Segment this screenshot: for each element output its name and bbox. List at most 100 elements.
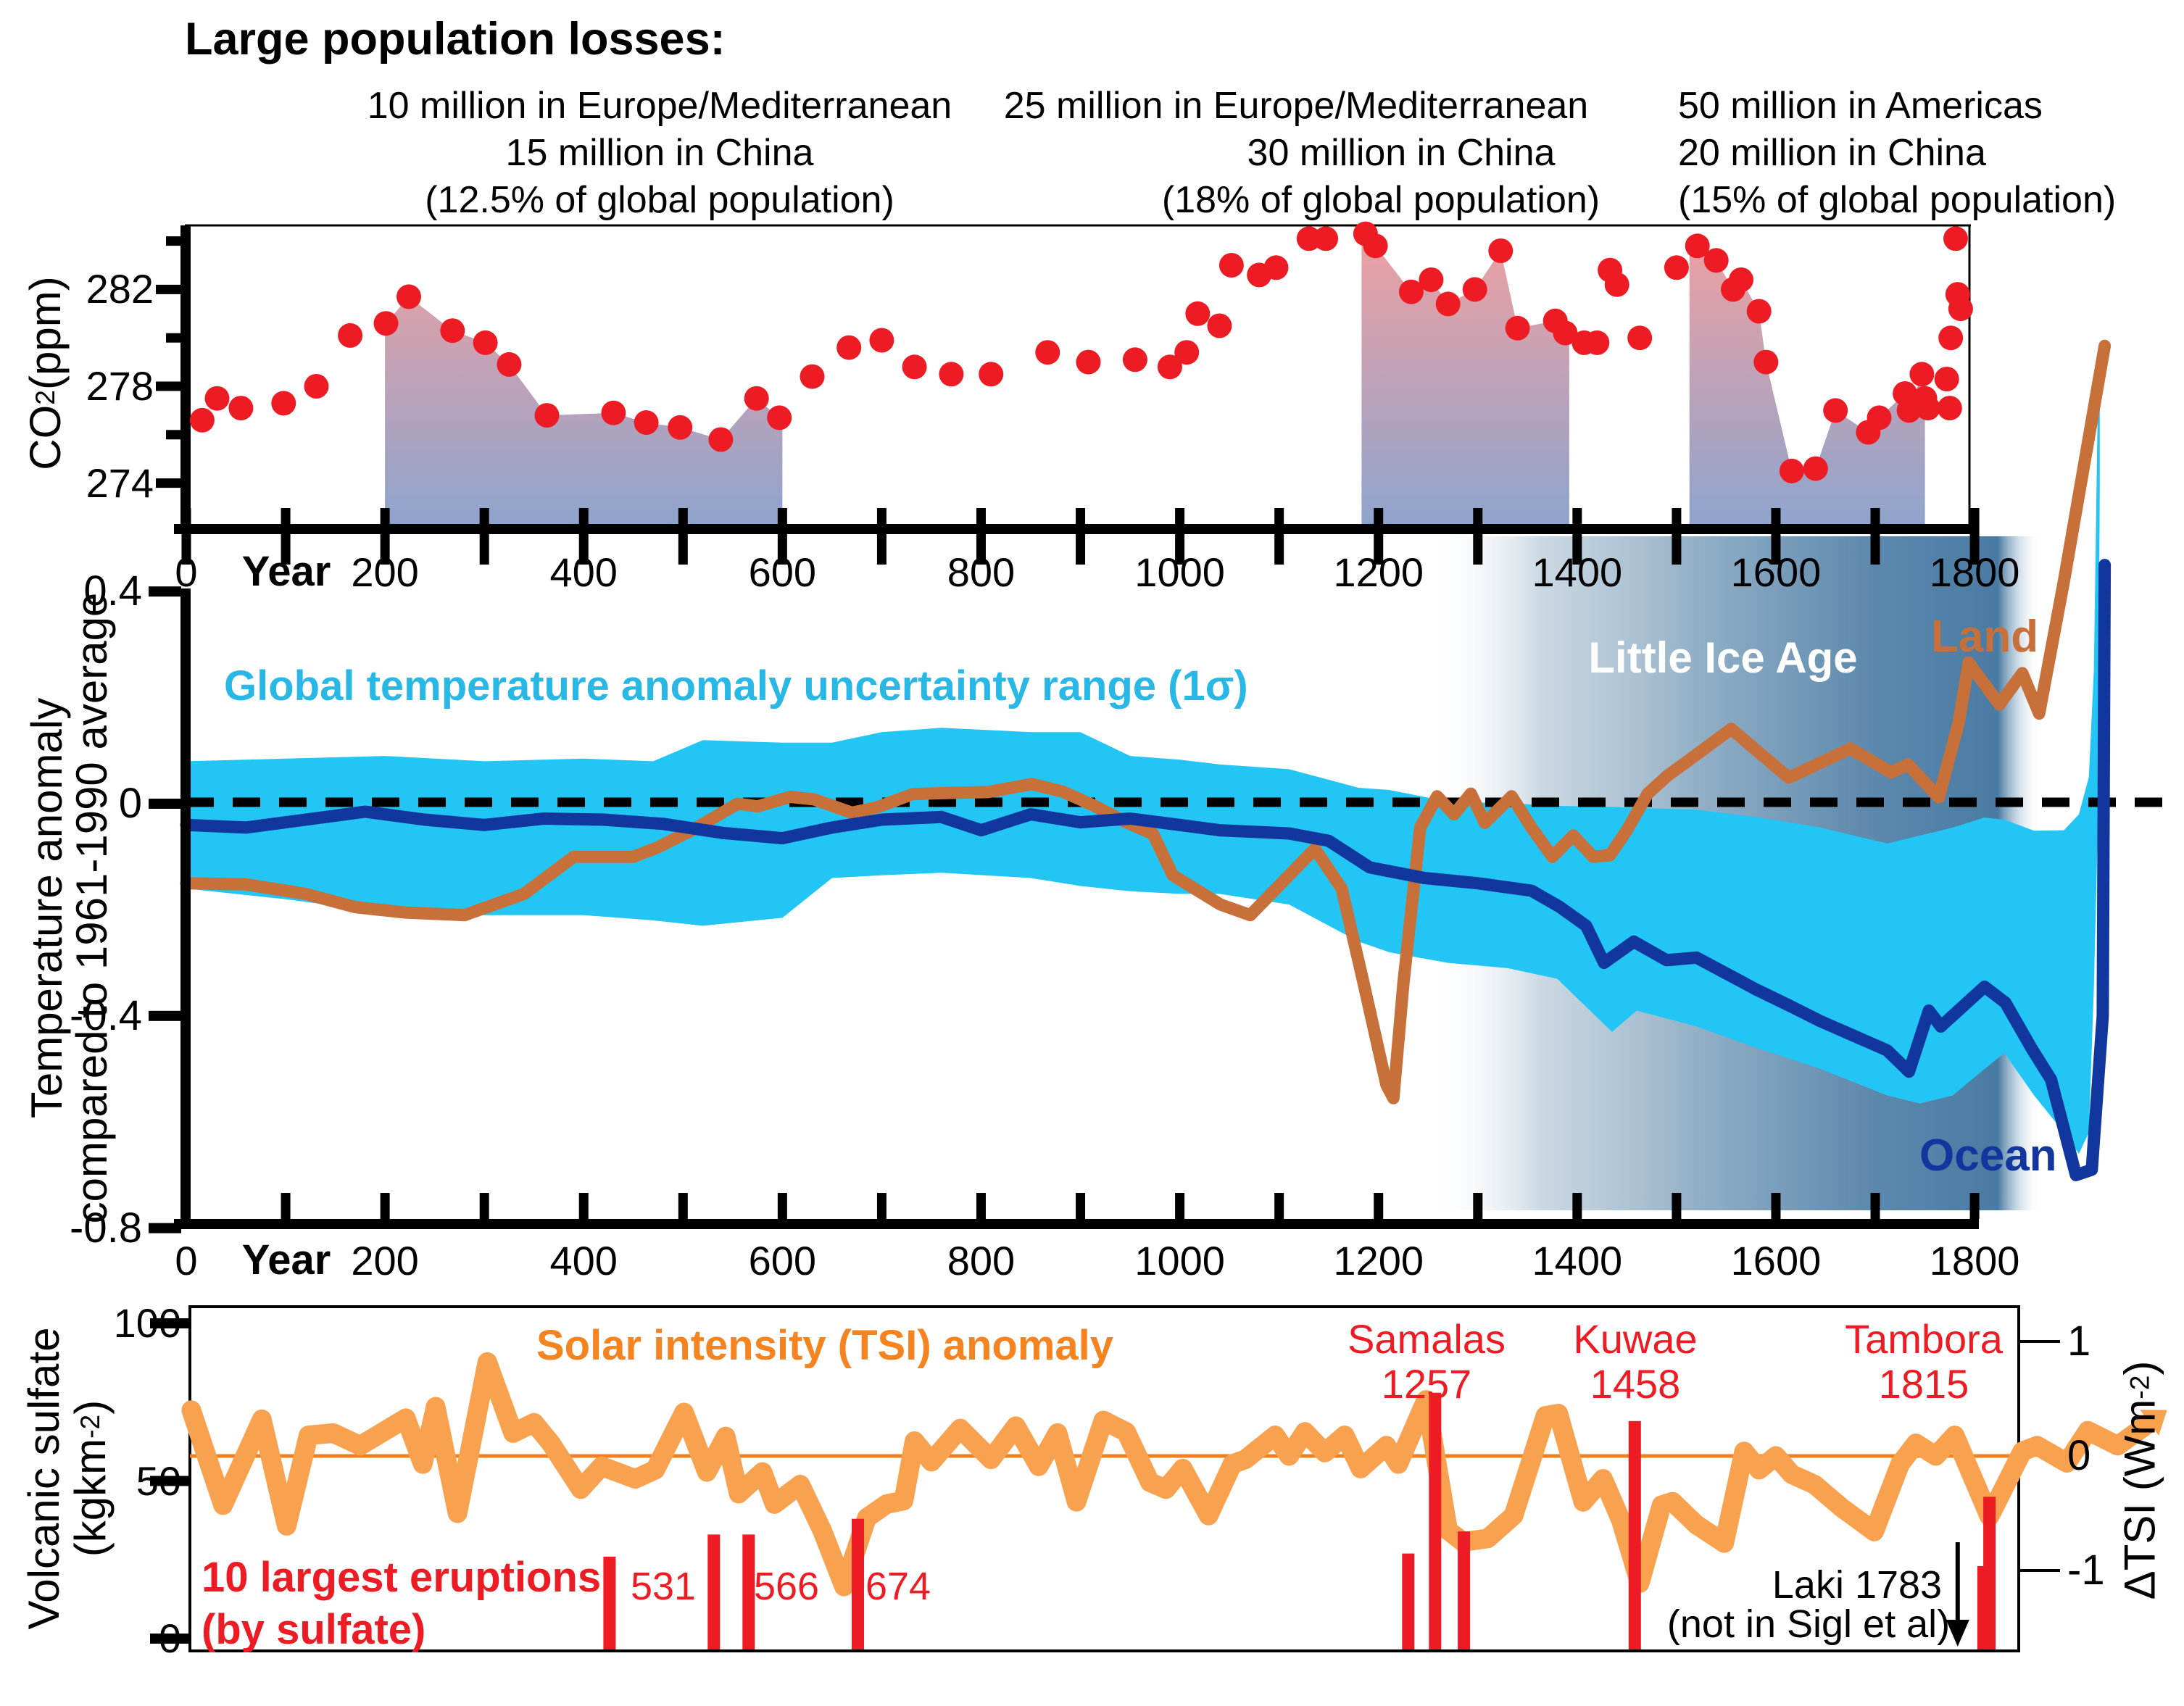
population-loss-annotation-4: 25 million in Europe/Mediterranean bbox=[1003, 85, 1589, 127]
co2-data-point bbox=[189, 407, 215, 433]
co2-data-point bbox=[1585, 330, 1610, 355]
co2-data-point bbox=[1746, 299, 1772, 324]
co2-data-point bbox=[1419, 267, 1444, 292]
co2-ytick-minor bbox=[166, 236, 180, 246]
temp-xtick-label: 1200 bbox=[1333, 1238, 1424, 1283]
co2-data-point bbox=[1943, 226, 1968, 251]
co2-panel-bottom-spine bbox=[174, 524, 1971, 534]
co2-xtick bbox=[281, 508, 291, 565]
temp-xtick bbox=[1076, 1193, 1086, 1219]
little-ice-age-label: Little Ice Age bbox=[1588, 633, 1858, 682]
co2-xtick-label: 1400 bbox=[1532, 549, 1623, 595]
temp-ytick-label: -0.8 bbox=[70, 1204, 142, 1252]
uncertainty-band bbox=[186, 406, 2100, 1154]
co2-data-point bbox=[979, 362, 1004, 387]
co2-xtick bbox=[181, 508, 191, 565]
co2-data-point bbox=[1948, 296, 1973, 322]
co2-ytick-label: 282 bbox=[86, 266, 154, 312]
co2-data-point bbox=[1263, 255, 1289, 280]
co2-xtick bbox=[777, 508, 787, 565]
co2-data-point bbox=[440, 318, 465, 344]
temp-ytick bbox=[149, 1223, 181, 1233]
co2-data-point bbox=[373, 311, 399, 336]
co2-data-point bbox=[1664, 255, 1689, 280]
temp-xtick bbox=[1870, 1193, 1880, 1219]
co2-data-point bbox=[836, 335, 862, 360]
eruption-year-label-674: 674 bbox=[865, 1565, 931, 1608]
co2-data-point bbox=[1157, 354, 1182, 380]
co2-data-point bbox=[473, 330, 498, 355]
temp-xtick-label: 400 bbox=[549, 1238, 618, 1283]
sulfate-ytick-label: 100 bbox=[113, 1300, 181, 1346]
co2-data-point bbox=[1363, 233, 1388, 259]
temp-xtick bbox=[1771, 1193, 1781, 1219]
temp-xtick-label: 1800 bbox=[1929, 1238, 2020, 1283]
page-title: Large population losses: bbox=[185, 14, 726, 65]
co2-xtick bbox=[1572, 508, 1582, 565]
eruption-bar-1230 bbox=[1402, 1553, 1415, 1649]
co2-panel-left-spine bbox=[180, 225, 191, 534]
temp-xtick bbox=[1274, 1193, 1284, 1219]
temp-xtick-label: 600 bbox=[748, 1238, 817, 1283]
co2-ytick-major bbox=[156, 381, 180, 391]
co2-data-point bbox=[1313, 226, 1339, 251]
co2-data-point bbox=[304, 374, 329, 399]
co2-data-point bbox=[1207, 313, 1232, 338]
co2-data-point bbox=[601, 400, 626, 425]
population-loss-annotation-9: (15% of global population) bbox=[1678, 179, 2117, 221]
sulfate-ytick bbox=[150, 1476, 190, 1486]
temp-xtick-label: 200 bbox=[351, 1238, 419, 1283]
laki-note-line2: (not in Sigl et al) bbox=[1666, 1602, 1951, 1646]
co2-xtick-label: 0 bbox=[175, 549, 198, 595]
eruption-name-tambora: Tambora bbox=[1845, 1316, 2003, 1362]
temp-xtick bbox=[777, 1193, 787, 1219]
co2-xtick bbox=[1672, 508, 1682, 565]
co2-data-point bbox=[1729, 267, 1753, 292]
tsi-ytick-label: 1 bbox=[2067, 1318, 2091, 1365]
co2-xtick bbox=[1076, 508, 1086, 565]
laki-arrow-head bbox=[1946, 1620, 1969, 1647]
co2-data-point bbox=[800, 364, 825, 389]
co2-data-point bbox=[338, 323, 363, 348]
sulfate-ytick-label: 0 bbox=[158, 1615, 181, 1661]
co2-data-point bbox=[767, 405, 792, 430]
temp-ytick bbox=[149, 586, 181, 597]
temp-xtick-label: 1400 bbox=[1532, 1238, 1623, 1283]
temp-panel-left-spine bbox=[180, 588, 191, 1229]
temp-xtick bbox=[1672, 1193, 1682, 1219]
temp-xtick bbox=[479, 1193, 489, 1219]
co2-xtick bbox=[578, 508, 589, 565]
eruption-bar-1286 bbox=[1458, 1531, 1471, 1649]
temp-ytick-label: 0.4 bbox=[83, 567, 142, 615]
co2-xtick-label: 1600 bbox=[1730, 549, 1822, 595]
eruption-bar-566 bbox=[742, 1534, 755, 1649]
temp-xtick bbox=[281, 1193, 291, 1219]
co2-data-point bbox=[204, 386, 230, 411]
temp-ytick bbox=[149, 1010, 181, 1021]
co2-ytick-label: 278 bbox=[86, 363, 154, 409]
co2-data-point bbox=[634, 410, 659, 436]
co2-data-point bbox=[534, 403, 560, 428]
co2-data-point bbox=[1915, 396, 1940, 421]
temp-ytick-label: 0 bbox=[118, 780, 142, 827]
co2-xtick bbox=[1175, 508, 1185, 565]
co2-data-point bbox=[869, 328, 894, 353]
temp-xtick bbox=[578, 1193, 589, 1219]
co2-data-point bbox=[271, 391, 296, 416]
co2-xtick-label: 200 bbox=[351, 549, 419, 595]
co2-data-point bbox=[396, 284, 421, 309]
co2-xtick bbox=[1374, 508, 1384, 565]
co2-data-point bbox=[1938, 325, 1964, 351]
co2-data-point bbox=[1937, 396, 1962, 421]
co2-data-point bbox=[668, 415, 693, 440]
co2-data-point bbox=[1779, 458, 1804, 483]
population-loss-annotation-7: 50 million in Americas bbox=[1678, 85, 2043, 127]
co2-xtick-label: 800 bbox=[947, 549, 1016, 595]
co2-xtick bbox=[1274, 508, 1284, 565]
temp-xtick-label: 1000 bbox=[1134, 1238, 1225, 1283]
population-loss-shaded-region-2 bbox=[1361, 233, 1569, 529]
temp-xtick bbox=[1175, 1193, 1185, 1219]
co2-data-point bbox=[1934, 367, 1959, 391]
